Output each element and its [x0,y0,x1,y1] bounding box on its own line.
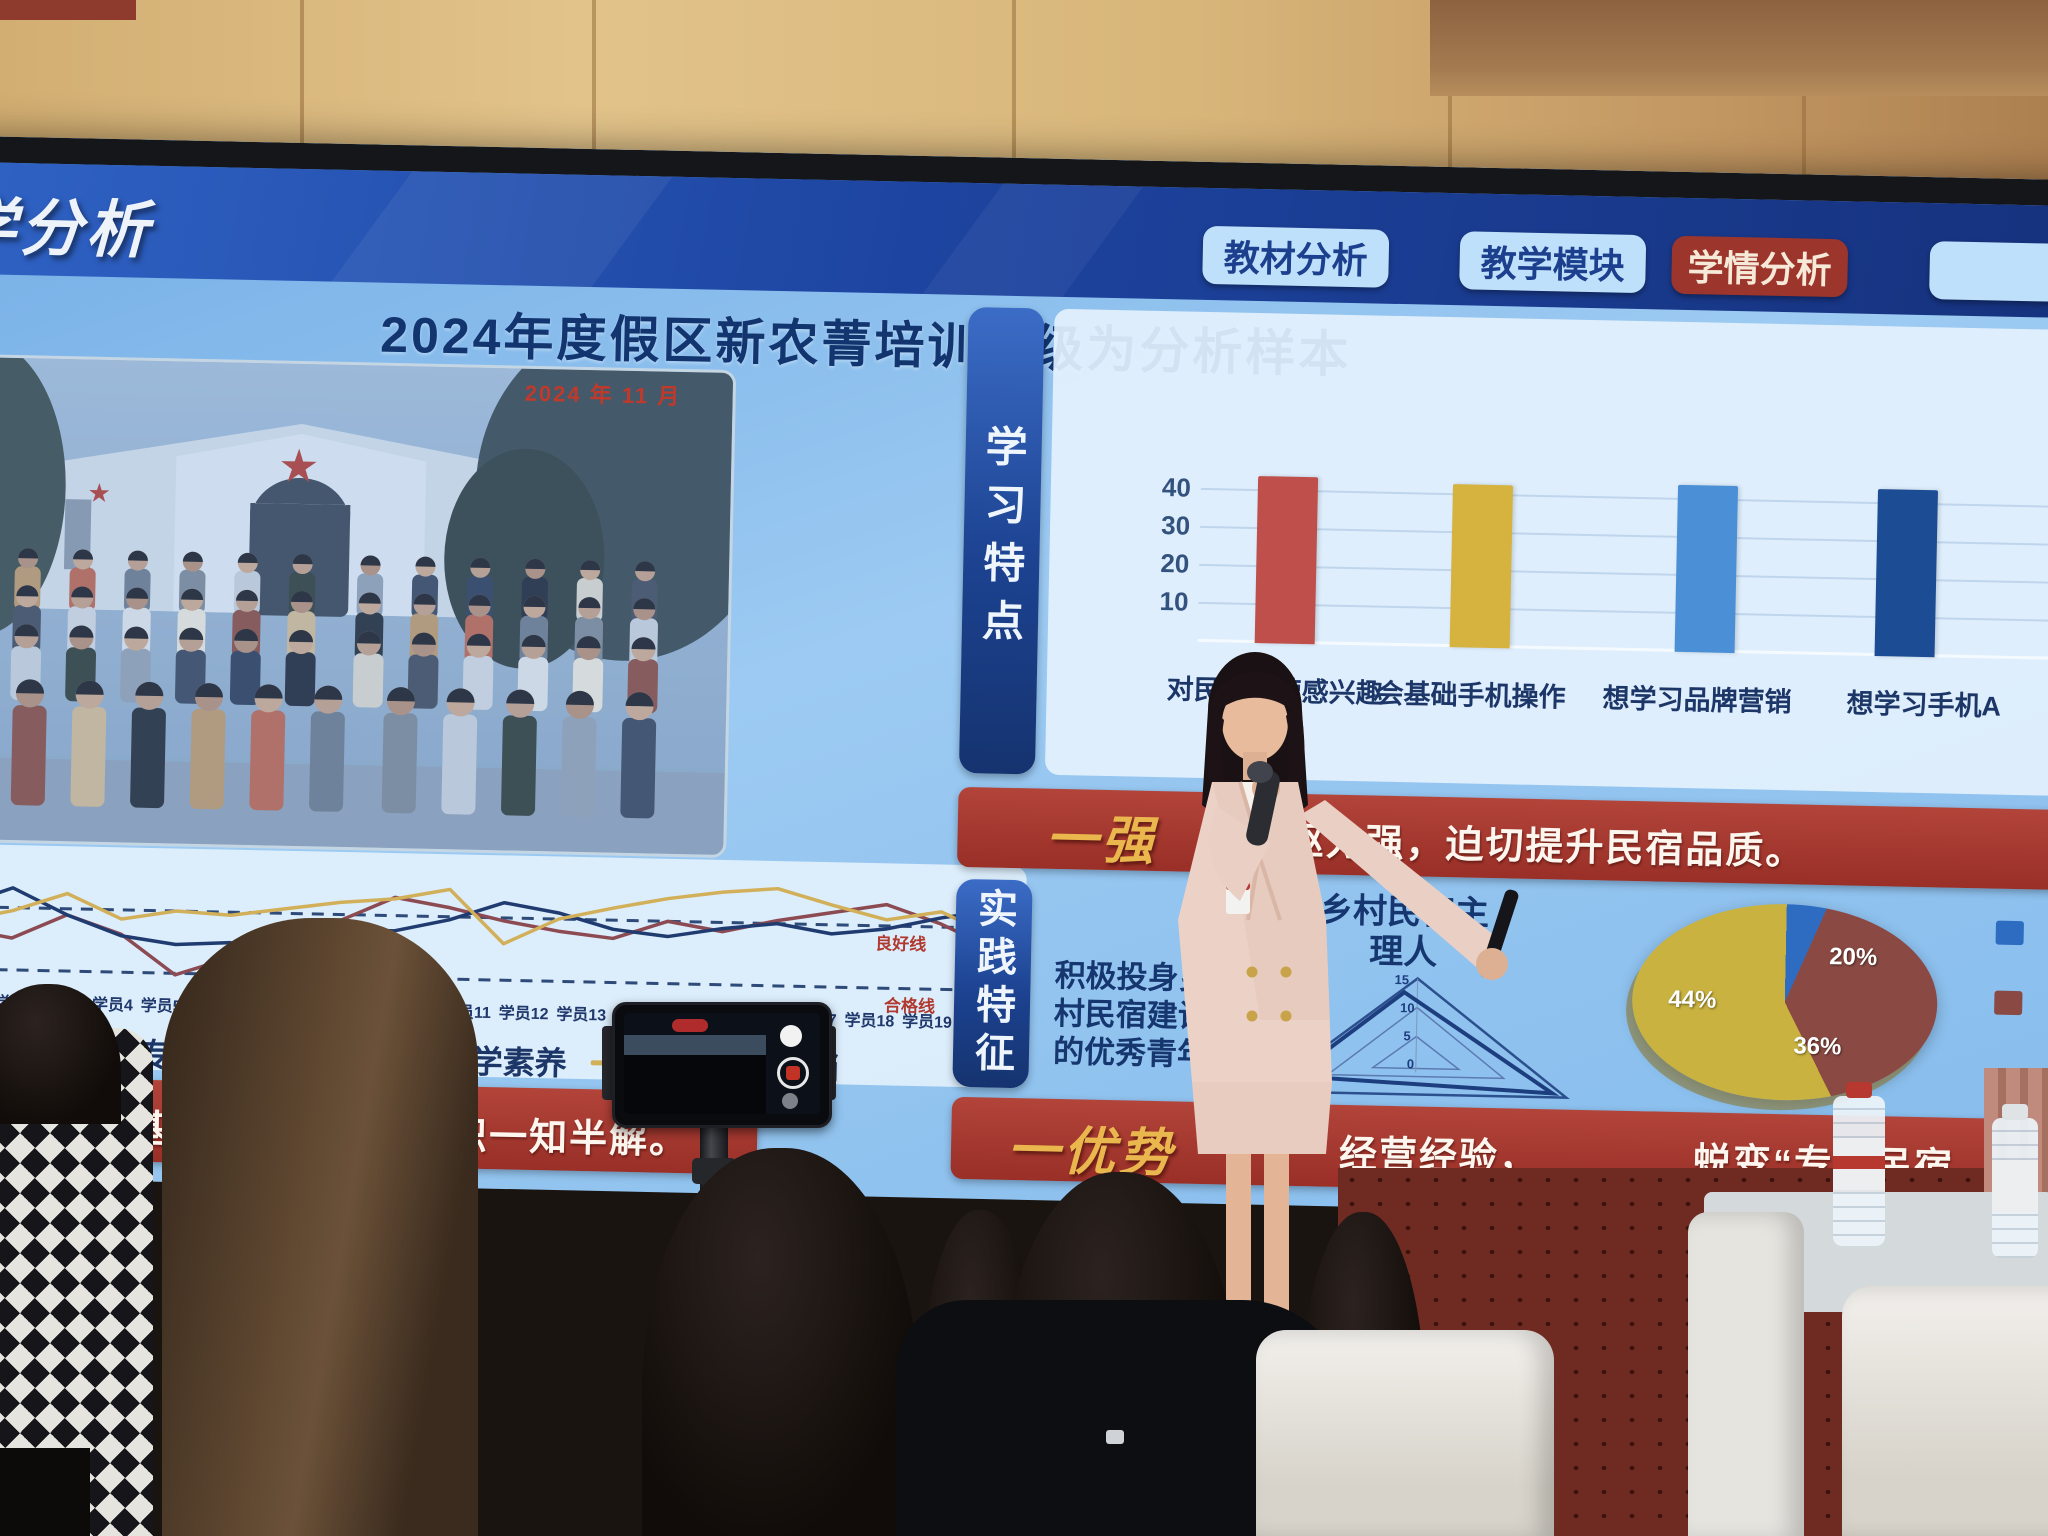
pie-slice-label: 20% [1828,943,1878,972]
audience-head [642,1148,918,1536]
recording-indicator [672,1019,708,1032]
chair-cover [1256,1330,1554,1536]
tab-partial [1929,241,2048,303]
pie-legend-swatch [1994,990,2023,1016]
line-chart-panel: 良好线 合格线 学员1学员2学员3学员4学员5学员6学员7学员8学员9学员10学… [0,843,1027,1089]
svg-text:★: ★ [278,440,320,493]
water-bottle [1992,1104,2038,1258]
shirt-logo [1106,1430,1124,1444]
shadow-corner [0,1448,90,1536]
group-photo-art: ★ ★ ★ [0,353,737,855]
tab-label: 教学模块 [1480,242,1626,287]
bar-category: 想学习品牌营销 [1602,683,1792,718]
tab-teaching-modules: 教学模块 [1459,231,1647,294]
recording-phone [612,1002,832,1128]
bar [1874,488,1939,658]
gallery-thumb-icon [782,1093,798,1109]
viewfinder-sky-band [624,1035,766,1055]
bottle-label-band [1833,1156,1885,1169]
camera-screen [624,1013,820,1114]
microphone [1246,770,1280,846]
section-bar-learning: 学习特点 [958,306,1045,775]
presentation-screen: 学分析 教材分析 教学模块 学情分析 2024年度假区新农菁培训班级为分析样本 [0,136,2048,1230]
slide-brand-title: 学分析 [0,192,153,266]
group-photo: ★ ★ ★ [0,353,737,858]
chair-cover [1842,1286,2048,1536]
audience-head-long-hair [162,918,478,1536]
wall-upper-trim [1430,0,2048,96]
bar-category: 想学习手机A [1846,688,2002,722]
x-axis-label: 学员13 [556,1006,607,1025]
x-axis-label: 学员12 [498,1005,549,1024]
wall-seam [1448,0,1452,195]
tab-label: 教材分析 [1223,237,1369,282]
ceiling-red-trim [0,0,136,20]
wall-seam [300,0,304,200]
x-axis-label: 学员19 [901,1013,953,1032]
section-bar-practice: 实践特征 [952,878,1033,1089]
camera-flip-icon [780,1025,802,1047]
presenter-woman [1178,652,1519,1345]
x-axis-label: 学员18 [844,1012,895,1031]
tab-textbook-analysis: 教材分析 [1202,225,1390,288]
pie-slice-label: 36% [1793,1032,1842,1061]
water-bottle [1833,1082,1885,1246]
bar [1254,475,1319,645]
ref-line-label-good: 良好线 [875,934,927,955]
bar [1674,484,1739,654]
tab-label: 学情分析 [1687,247,1833,292]
pie-slice-label: 44% [1668,985,1717,1014]
record-button [777,1057,809,1089]
wall-seam [1012,0,1016,185]
bottle-label [1992,1160,2038,1212]
pie-chart: 20% 36% 44% [1630,901,1940,1104]
radar-chart [1260,976,1570,1099]
wall-seam [1802,0,1806,205]
record-button-square [786,1066,800,1080]
bottle-cap [2002,1104,2028,1120]
bottle-cap [1846,1082,1872,1098]
camera-viewfinder [624,1013,766,1114]
svg-text:★: ★ [87,478,111,508]
pie-legend-swatch [1995,920,2025,946]
chair-back [1688,1212,1804,1536]
viewfinder-dark-ground [624,1055,766,1114]
section-label: 实践特征 [968,887,1017,1081]
line-chart [0,886,1026,993]
wall-seam [592,0,596,190]
tab-learner-analysis-active: 学情分析 [1671,235,1849,298]
section-label: 学习特点 [975,424,1028,658]
photo-caption: 2024 年 11 月 [524,380,682,409]
